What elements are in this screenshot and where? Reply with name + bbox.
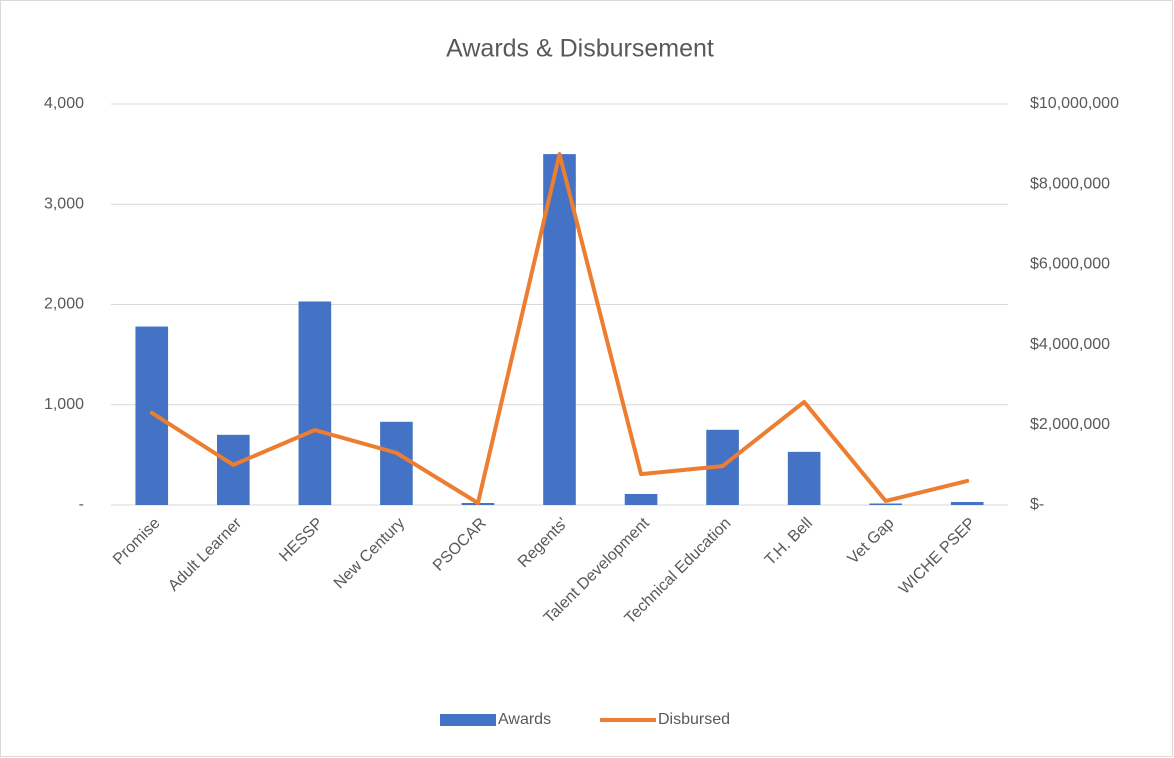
- line: [149, 152, 970, 505]
- y2-tick-label: $2,000,000: [1030, 416, 1110, 433]
- chart-title: Awards & Disbursement: [446, 35, 714, 63]
- bar: [217, 434, 250, 505]
- bar: [543, 154, 576, 505]
- bar: [869, 503, 902, 505]
- y-tick-label: 3,000: [44, 195, 84, 212]
- y2-tick-label: $8,000,000: [1030, 175, 1110, 192]
- legend-swatch: [440, 714, 496, 726]
- bar: [624, 493, 658, 505]
- y-tick-label: -: [79, 496, 84, 513]
- legend-label: Disbursed: [658, 711, 730, 728]
- y2-tick-label: $10,000,000: [1030, 95, 1119, 112]
- y-tick-label: 2,000: [44, 296, 84, 313]
- bar: [950, 501, 984, 505]
- y-tick-label: 4,000: [44, 95, 84, 112]
- bar: [298, 301, 332, 505]
- bar: [380, 421, 413, 505]
- legend-label: Awards: [498, 711, 551, 728]
- bar: [135, 326, 169, 505]
- bar: [787, 451, 821, 505]
- y2-tick-label: $-: [1030, 496, 1044, 513]
- y-tick-label: 1,000: [44, 396, 84, 413]
- y2-tick-label: $4,000,000: [1030, 336, 1110, 353]
- y2-tick-label: $6,000,000: [1030, 256, 1110, 273]
